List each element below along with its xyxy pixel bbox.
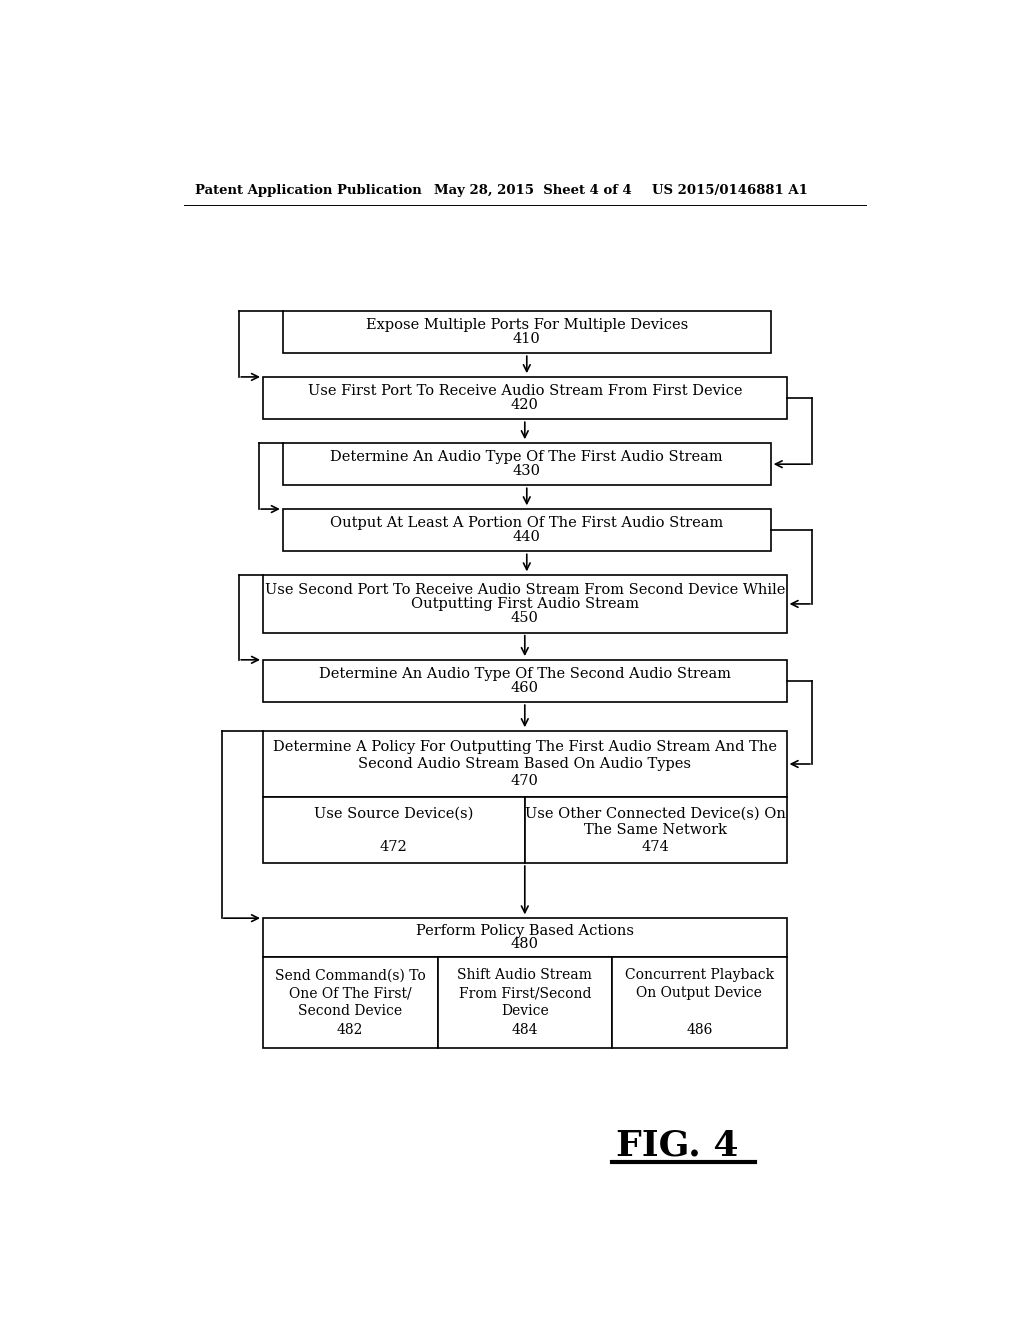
- Bar: [283, 510, 771, 552]
- Text: Send Command(s) To: Send Command(s) To: [274, 969, 426, 982]
- Bar: [612, 957, 786, 1048]
- Bar: [263, 797, 524, 863]
- Text: 474: 474: [642, 840, 670, 854]
- Text: 460: 460: [511, 681, 539, 696]
- Text: 440: 440: [513, 531, 541, 544]
- Text: Second Device: Second Device: [298, 1005, 402, 1019]
- Text: Concurrent Playback: Concurrent Playback: [625, 969, 774, 982]
- Bar: [283, 312, 771, 354]
- Text: Second Audio Stream Based On Audio Types: Second Audio Stream Based On Audio Types: [358, 756, 691, 771]
- Text: 420: 420: [511, 399, 539, 412]
- Text: Perform Policy Based Actions: Perform Policy Based Actions: [416, 924, 634, 939]
- Bar: [524, 797, 786, 863]
- Text: May 28, 2015  Sheet 4 of 4: May 28, 2015 Sheet 4 of 4: [433, 183, 631, 197]
- Text: Device: Device: [501, 1005, 549, 1019]
- Bar: [263, 576, 786, 632]
- Bar: [437, 957, 612, 1048]
- Text: Determine A Policy For Outputting The First Audio Stream And The: Determine A Policy For Outputting The Fi…: [272, 741, 777, 755]
- Text: 472: 472: [380, 840, 408, 854]
- Text: Shift Audio Stream: Shift Audio Stream: [458, 969, 592, 982]
- Text: Use Second Port To Receive Audio Stream From Second Device While: Use Second Port To Receive Audio Stream …: [264, 582, 785, 597]
- Text: Expose Multiple Ports For Multiple Devices: Expose Multiple Ports For Multiple Devic…: [366, 318, 688, 331]
- Bar: [263, 731, 786, 797]
- Bar: [263, 957, 437, 1048]
- Text: 480: 480: [511, 937, 539, 952]
- Bar: [263, 919, 786, 957]
- Text: US 2015/0146881 A1: US 2015/0146881 A1: [652, 183, 808, 197]
- Text: 410: 410: [513, 333, 541, 346]
- Text: Determine An Audio Type Of The Second Audio Stream: Determine An Audio Type Of The Second Au…: [318, 667, 731, 681]
- Text: The Same Network: The Same Network: [585, 824, 727, 837]
- Text: One Of The First/: One Of The First/: [289, 986, 412, 1001]
- Text: From First/Second: From First/Second: [459, 986, 591, 1001]
- Text: 486: 486: [686, 1023, 713, 1036]
- Text: Use Source Device(s): Use Source Device(s): [314, 807, 473, 821]
- Text: Outputting First Audio Stream: Outputting First Audio Stream: [411, 597, 639, 611]
- Text: 470: 470: [511, 774, 539, 788]
- Text: Output At Least A Portion Of The First Audio Stream: Output At Least A Portion Of The First A…: [330, 516, 723, 531]
- Text: 430: 430: [513, 465, 541, 478]
- Text: Determine An Audio Type Of The First Audio Stream: Determine An Audio Type Of The First Aud…: [331, 450, 723, 465]
- Text: 484: 484: [512, 1023, 538, 1036]
- Text: FIG. 4: FIG. 4: [616, 1129, 738, 1162]
- Text: 450: 450: [511, 611, 539, 626]
- Bar: [263, 660, 786, 702]
- Text: Patent Application Publication: Patent Application Publication: [196, 183, 422, 197]
- Text: Use First Port To Receive Audio Stream From First Device: Use First Port To Receive Audio Stream F…: [307, 384, 742, 399]
- Bar: [263, 378, 786, 420]
- Text: Use Other Connected Device(s) On: Use Other Connected Device(s) On: [525, 807, 786, 821]
- Text: 482: 482: [337, 1023, 364, 1036]
- Bar: [283, 444, 771, 486]
- Text: On Output Device: On Output Device: [637, 986, 762, 1001]
